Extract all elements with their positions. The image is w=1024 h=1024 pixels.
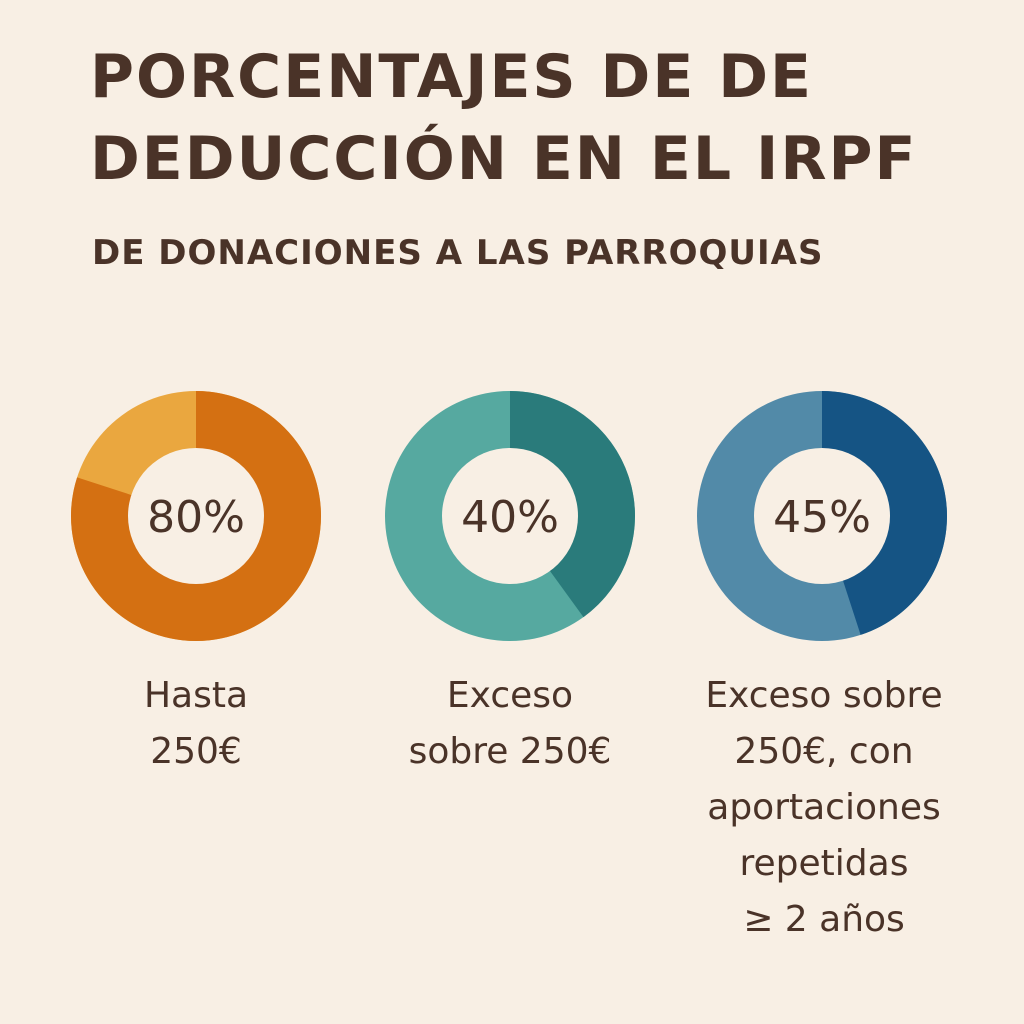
donut-value-label: 45%	[773, 492, 871, 543]
donut-hole	[442, 448, 578, 584]
page-title: PORCENTAJES DE DE DEDUCCIÓN EN EL IRPF	[90, 42, 918, 194]
donut-label-exceso-250: Exceso sobre 250€	[408, 675, 612, 772]
donut-hole	[754, 448, 890, 584]
donut-2: 45%	[697, 391, 948, 641]
donut-1: 40%	[385, 391, 635, 641]
donut-0: 80%	[70, 391, 322, 641]
donut-hole	[128, 448, 264, 584]
donut-label-hasta-250: Hasta 250€	[143, 675, 249, 772]
page-subtitle: DE DONACIONES A LAS PARROQUIAS	[92, 233, 824, 273]
donut-label-exceso-repetidas: Exceso sobre 250€, con aportaciones repe…	[705, 675, 943, 940]
donut-value-label: 40%	[461, 492, 559, 543]
donut-value-label: 80%	[147, 492, 245, 543]
